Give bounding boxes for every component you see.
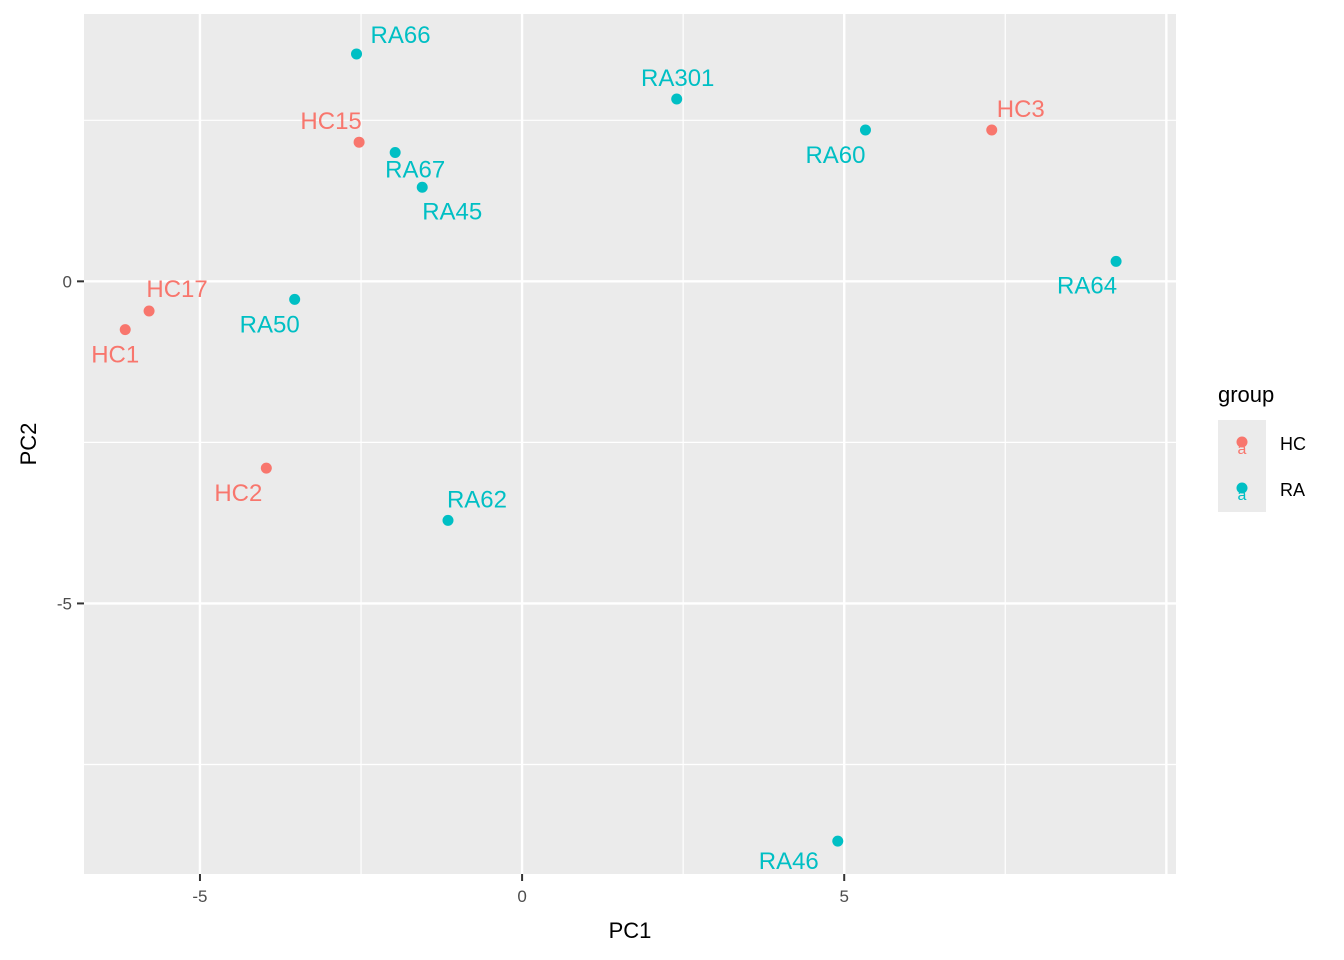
y-tick-labels: -5 0 (57, 272, 72, 613)
data-point (416, 181, 428, 193)
data-points (119, 48, 1122, 847)
point-label: RA45 (422, 198, 482, 225)
y-tick-label: -5 (57, 594, 72, 613)
data-point (389, 147, 401, 159)
data-point (353, 136, 365, 148)
legend-label: HC (1280, 434, 1306, 454)
point-label: RA301 (641, 65, 714, 92)
point-label: RA46 (759, 848, 819, 875)
data-point (442, 514, 454, 526)
data-point (1110, 255, 1122, 267)
legend-key-glyph: a (1238, 441, 1247, 458)
legend-key-point (1236, 436, 1248, 448)
data-point (986, 124, 998, 136)
legend: group a HC a RA (1218, 382, 1306, 512)
data-point (671, 93, 683, 105)
point-label: RA67 (385, 157, 445, 184)
y-axis-title: PC2 (16, 423, 41, 466)
point-label: RA62 (447, 486, 507, 513)
point-label: HC1 (91, 342, 139, 369)
point-label: HC2 (214, 480, 262, 507)
legend-keys: a HC a RA (1218, 420, 1306, 512)
data-point (859, 124, 871, 136)
x-tick-label: 0 (517, 887, 526, 906)
x-tick-labels: -5 0 5 (192, 887, 849, 906)
x-axis-title: PC1 (609, 918, 652, 943)
panel-background (84, 14, 1176, 874)
legend-title: group (1218, 382, 1274, 407)
point-label: RA50 (240, 311, 300, 338)
data-point (260, 462, 272, 474)
point-label: RA66 (371, 22, 431, 49)
x-tick-label: -5 (192, 887, 207, 906)
point-label: RA60 (805, 142, 865, 169)
point-label: HC15 (300, 108, 361, 135)
legend-label: RA (1280, 480, 1305, 500)
legend-key-point (1236, 482, 1248, 494)
data-point (143, 305, 155, 317)
data-point (289, 293, 301, 305)
y-tick-label: 0 (63, 272, 72, 291)
x-tick-label: 5 (839, 887, 848, 906)
axis-ticks (77, 280, 846, 881)
legend-key-glyph: a (1238, 487, 1247, 504)
major-gridlines (84, 14, 1176, 874)
data-point (119, 324, 131, 336)
minor-gridlines (84, 14, 1176, 874)
point-label: HC3 (997, 96, 1045, 123)
point-label: RA64 (1057, 272, 1117, 299)
data-point (832, 835, 844, 847)
point-labels: RA66 RA301 HC15 RA67 RA45 RA60 HC3 RA64 HC17 HC1 R… (91, 22, 1117, 875)
data-point (351, 48, 363, 60)
point-label: HC17 (146, 276, 207, 303)
